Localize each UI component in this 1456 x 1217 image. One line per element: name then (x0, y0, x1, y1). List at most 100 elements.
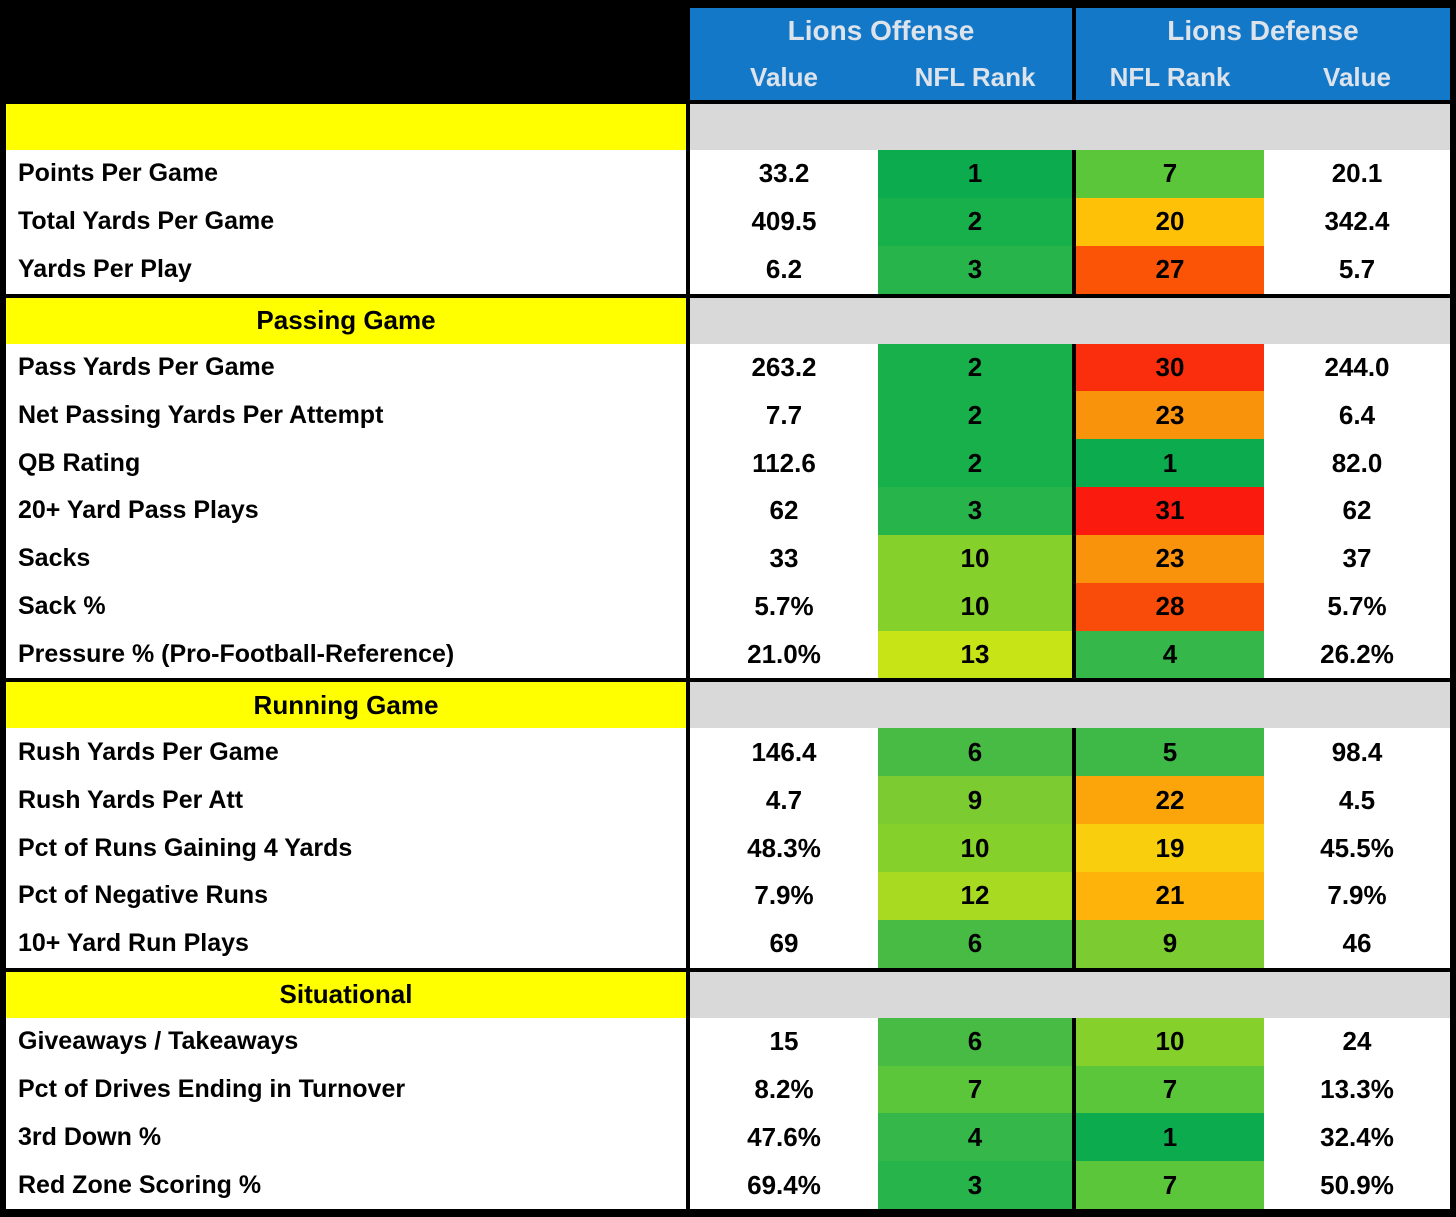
divider (686, 824, 690, 872)
section-title (6, 104, 686, 150)
stat-label: QB Rating (6, 439, 686, 488)
defense-rank-cell: 7 (1076, 150, 1264, 198)
defense-rank-column-header: NFL Rank (1076, 54, 1264, 100)
offense-rank-cell: 4 (878, 1113, 1072, 1162)
defense-rank-cell: 9 (1076, 919, 1264, 968)
divider (686, 104, 690, 150)
defense-rank-cell: 23 (1076, 391, 1264, 440)
section-title: Situational (6, 971, 686, 1018)
defense-value-cell: 62 (1264, 487, 1450, 535)
stat-label: Points Per Game (6, 150, 686, 198)
offense-header-title: Lions Offense (690, 8, 1072, 54)
offense-value-cell: 5.7% (690, 582, 878, 631)
divider (686, 150, 690, 198)
divider (686, 1113, 690, 1162)
defense-header-title: Lions Defense (1076, 8, 1450, 54)
stat-label: Giveaways / Takeaways (6, 1017, 686, 1066)
offense-value-cell: 21.0% (690, 630, 878, 679)
divider (1072, 630, 1076, 679)
offense-rank-column-header: NFL Rank (878, 54, 1072, 100)
offense-rank-cell: 9 (878, 776, 1072, 825)
offense-rank-cell: 13 (878, 630, 1072, 679)
defense-value-cell: 13.3% (1264, 1065, 1450, 1114)
divider (1072, 197, 1076, 246)
divider (1072, 919, 1076, 968)
divider (686, 297, 690, 344)
defense-rank-cell: 30 (1076, 343, 1264, 392)
section-divider (6, 967, 1450, 972)
defense-rank-cell: 20 (1076, 197, 1264, 246)
divider (1072, 534, 1076, 583)
divider (686, 439, 690, 488)
defense-value-cell: 24 (1264, 1017, 1450, 1066)
section-divider (6, 678, 1450, 683)
stat-label: 20+ Yard Pass Plays (6, 487, 686, 535)
divider (686, 919, 690, 968)
divider (1072, 582, 1076, 631)
offense-rank-cell: 3 (878, 487, 1072, 535)
offense-value-cell: 8.2% (690, 1065, 878, 1114)
divider (1072, 1017, 1076, 1066)
section-bar: Running Game (6, 682, 1450, 729)
defense-rank-cell: 4 (1076, 630, 1264, 679)
divider (686, 1161, 690, 1210)
offense-rank-cell: 10 (878, 534, 1072, 583)
stat-row: Sack % 5.7% 10 28 5.7% (6, 582, 1450, 631)
divider (686, 197, 690, 246)
defense-rank-cell: 7 (1076, 1065, 1264, 1114)
offense-rank-cell: 10 (878, 824, 1072, 872)
section-bar-strip (690, 971, 1450, 1018)
section-bar-strip (690, 682, 1450, 729)
defense-value-cell: 5.7% (1264, 582, 1450, 631)
divider (1072, 1113, 1076, 1162)
offense-value-cell: 263.2 (690, 343, 878, 392)
stat-row: Pct of Negative Runs 7.9% 12 21 7.9% (6, 871, 1450, 920)
divider (1072, 245, 1076, 294)
offense-value-cell: 409.5 (690, 197, 878, 246)
defense-rank-cell: 21 (1076, 871, 1264, 920)
stat-row: Pct of Runs Gaining 4 Yards 48.3% 10 19 45.5… (6, 824, 1450, 872)
offense-value-cell: 48.3% (690, 824, 878, 872)
offense-rank-cell: 2 (878, 343, 1072, 392)
stat-label: Total Yards Per Game (6, 197, 686, 246)
divider (1072, 824, 1076, 872)
offense-value-cell: 7.9% (690, 871, 878, 920)
stat-row: Points Per Game 33.2 1 7 20.1 (6, 150, 1450, 198)
defense-rank-cell: 31 (1076, 487, 1264, 535)
defense-value-cell: 37 (1264, 534, 1450, 583)
offense-rank-cell: 2 (878, 197, 1072, 246)
divider (686, 682, 690, 729)
defense-rank-cell: 27 (1076, 245, 1264, 294)
defense-rank-cell: 28 (1076, 582, 1264, 631)
stat-row: Sacks 33 10 23 37 (6, 534, 1450, 583)
divider (1072, 1161, 1076, 1210)
defense-rank-cell: 19 (1076, 824, 1264, 872)
stat-row: Net Passing Yards Per Attempt 7.7 2 23 6.4 (6, 391, 1450, 440)
section-bar: Situational (6, 971, 1450, 1018)
section-bar-strip (690, 104, 1450, 150)
offense-rank-cell: 10 (878, 582, 1072, 631)
divider (1072, 487, 1076, 535)
offense-value-cell: 6.2 (690, 245, 878, 294)
table-body: Points Per Game 33.2 1 7 20.1 Total Yards Per… (6, 100, 1450, 1210)
defense-rank-cell: 1 (1076, 439, 1264, 488)
stat-label: Pct of Negative Runs (6, 871, 686, 920)
defense-value-cell: 32.4% (1264, 1113, 1450, 1162)
defense-rank-cell: 22 (1076, 776, 1264, 825)
offense-value-cell: 62 (690, 487, 878, 535)
defense-value-cell: 26.2% (1264, 630, 1450, 679)
defense-value-cell: 82.0 (1264, 439, 1450, 488)
defense-value-cell: 45.5% (1264, 824, 1450, 872)
divider (686, 343, 690, 392)
offense-rank-cell: 12 (878, 871, 1072, 920)
offense-rank-cell: 1 (878, 150, 1072, 198)
defense-value-cell: 98.4 (1264, 728, 1450, 777)
stat-label: Red Zone Scoring % (6, 1161, 686, 1210)
divider (1072, 776, 1076, 825)
offense-rank-cell: 6 (878, 728, 1072, 777)
defense-value-cell: 46 (1264, 919, 1450, 968)
offense-rank-cell: 7 (878, 1065, 1072, 1114)
offense-value-cell: 69 (690, 919, 878, 968)
stat-label: 3rd Down % (6, 1113, 686, 1162)
